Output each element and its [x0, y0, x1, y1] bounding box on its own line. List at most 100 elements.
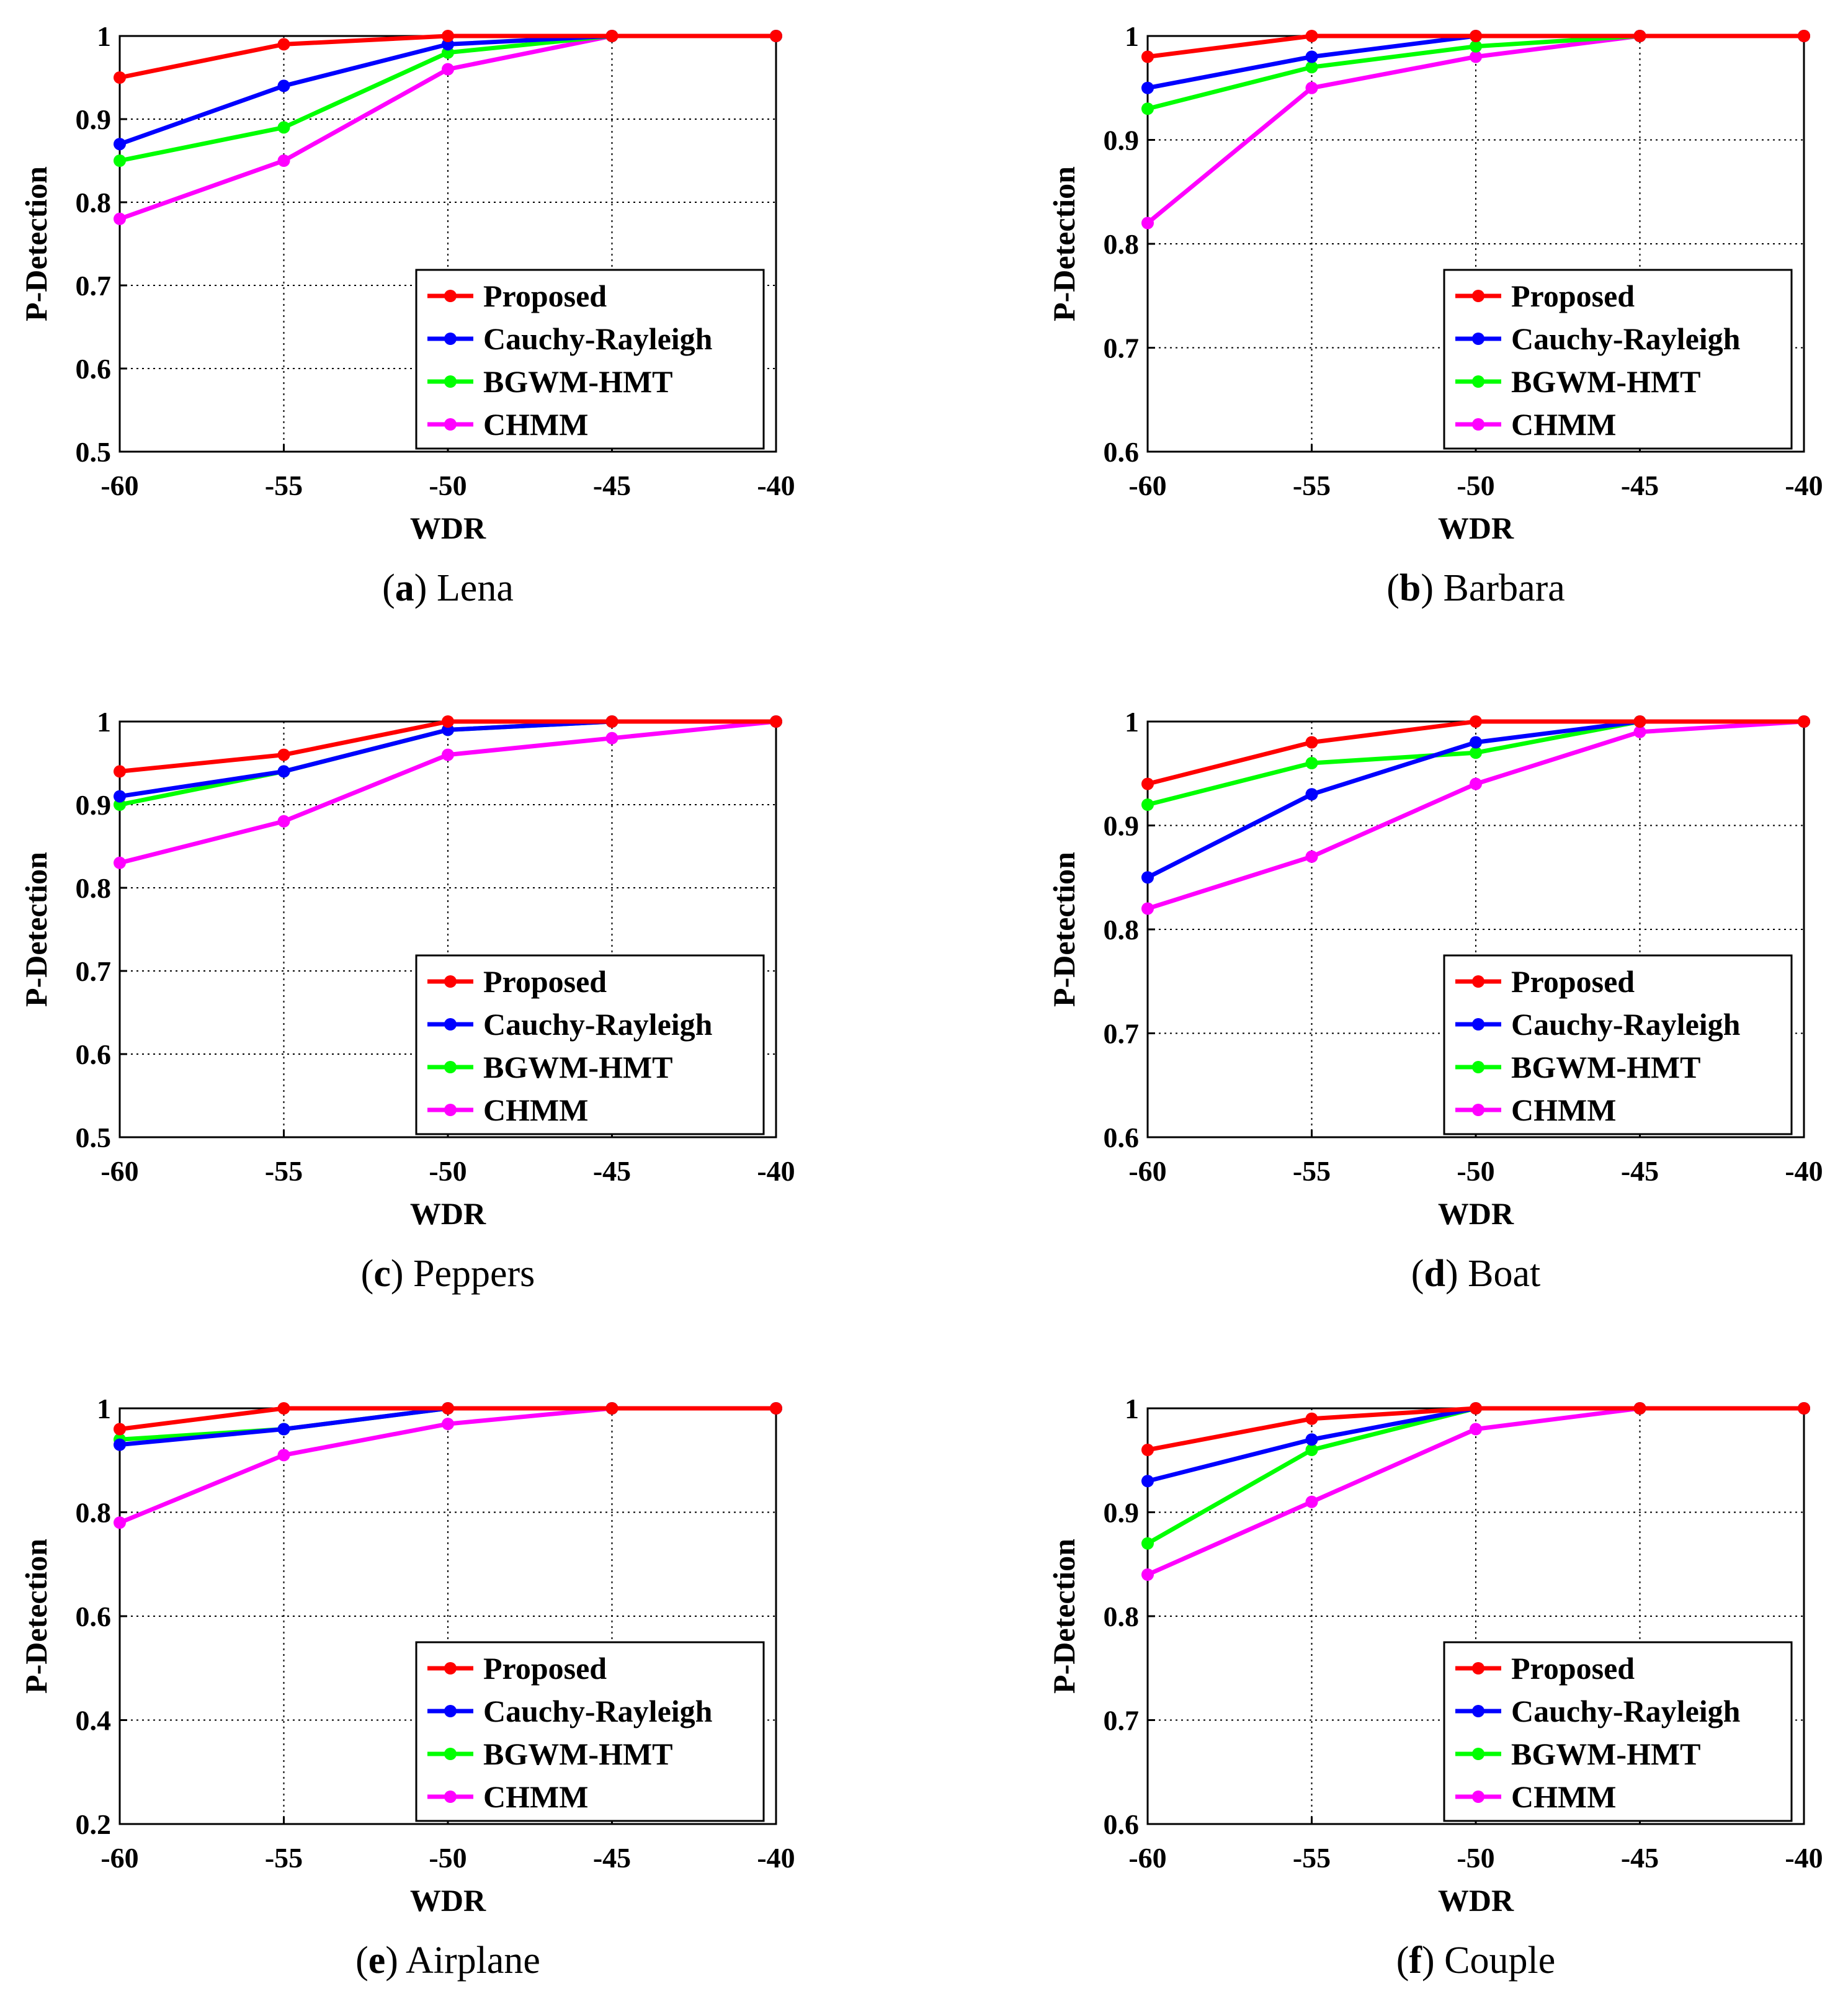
data-point: [1305, 1412, 1318, 1425]
legend-swatch-marker: [444, 333, 457, 345]
x-tick-label: -45: [1621, 1842, 1659, 1874]
data-point: [1305, 850, 1318, 863]
data-point: [1141, 777, 1154, 790]
y-axis-label: P-Detection: [19, 166, 53, 321]
data-point: [114, 790, 126, 803]
chart-peppers: 0.5 0.6 0.7 0.8 0.9 1 -60 -55 -50 -45 -40 WDR P-Dete…: [19, 706, 795, 1295]
y-tick-label: 0.9: [76, 104, 112, 135]
data-point: [442, 1418, 454, 1431]
x-tick-label: -50: [429, 1842, 466, 1874]
caption-name: Airplane: [406, 1939, 540, 1982]
x-tick-label: -55: [1293, 1842, 1331, 1874]
legend-entry: Proposed: [1511, 964, 1635, 999]
y-tick-label: 0.6: [1104, 436, 1140, 468]
y-tick-label: 0.8: [76, 872, 112, 904]
data-point: [277, 121, 290, 134]
legend: Proposed Cauchy-Rayleigh BGWM-HMT CHMM: [1443, 269, 1793, 450]
y-tick-label: 0.5: [76, 436, 112, 468]
data-point: [605, 1402, 618, 1415]
data-point: [1470, 746, 1482, 759]
data-point: [1141, 1444, 1154, 1456]
data-point: [605, 731, 618, 744]
panel-caption: (c) Peppers: [361, 1253, 535, 1295]
caption-letter: c: [373, 1253, 391, 1295]
legend-box: [1443, 1641, 1793, 1822]
legend-swatch-marker: [444, 1104, 457, 1116]
data-point: [1305, 81, 1318, 94]
y-tick-label: 0.8: [1104, 1601, 1140, 1632]
legend-swatch-marker: [444, 1662, 457, 1674]
x-axis-label: WDR: [1438, 511, 1514, 545]
data-point: [1141, 1537, 1154, 1550]
data-point: [1141, 1475, 1154, 1488]
data-point: [1470, 736, 1482, 749]
x-tick-label: -55: [1293, 1155, 1331, 1187]
data-point: [1305, 788, 1318, 801]
legend-swatch-marker: [444, 375, 457, 388]
data-point: [277, 1423, 290, 1436]
data-point: [277, 765, 290, 778]
data-point: [1305, 61, 1318, 74]
y-tick-label: 0.6: [76, 1601, 112, 1632]
data-point: [770, 715, 782, 728]
caption-name: Peppers: [413, 1253, 535, 1295]
y-tick-label: 0.9: [1104, 1497, 1140, 1529]
data-point: [442, 715, 454, 728]
legend-entry: CHMM: [483, 1779, 588, 1814]
panel-caption: (d) Boat: [1411, 1253, 1540, 1295]
legend-swatch-marker: [444, 1748, 457, 1760]
legend-entry: Proposed: [483, 279, 607, 313]
legend-entry: BGWM-HMT: [483, 1737, 673, 1771]
legend-entry: Proposed: [483, 964, 607, 999]
data-point: [605, 30, 618, 42]
chart-lena: 0.5 0.6 0.7 0.8 0.9 1 -60 -55 -50 -45 -40 WDR P-Dete…: [19, 20, 795, 609]
y-tick-label: 0.8: [76, 187, 112, 218]
data-point: [277, 38, 290, 51]
data-point: [1470, 1402, 1482, 1415]
x-axis-label: WDR: [1438, 1883, 1514, 1918]
data-point: [1470, 1423, 1482, 1436]
data-point: [605, 715, 618, 728]
legend-swatch-marker: [1472, 333, 1484, 345]
caption-letter: f: [1409, 1939, 1422, 1982]
data-point: [114, 1423, 126, 1436]
legend: Proposed Cauchy-Rayleigh BGWM-HMT CHMM: [415, 269, 765, 450]
x-tick-label: -55: [1293, 470, 1331, 501]
data-point: [114, 1516, 126, 1529]
data-point: [114, 138, 126, 151]
x-tick-label: -50: [429, 470, 466, 501]
data-point: [1798, 1402, 1810, 1415]
y-tick-label: 0.5: [76, 1122, 112, 1153]
data-point: [277, 79, 290, 92]
legend-entry: BGWM-HMT: [483, 364, 673, 399]
caption-letter: e: [368, 1939, 386, 1982]
legend-entry: Proposed: [1511, 1651, 1635, 1686]
legend-box: [1443, 954, 1793, 1135]
x-axis-label: WDR: [410, 1883, 486, 1918]
legend-entry: BGWM-HMT: [1511, 1737, 1701, 1771]
legend-swatch-marker: [1472, 1104, 1484, 1116]
data-point: [114, 765, 126, 778]
legend-entry: Cauchy-Rayleigh: [483, 321, 713, 356]
legend-entry: Cauchy-Rayleigh: [1511, 1007, 1741, 1042]
legend-entry: BGWM-HMT: [483, 1050, 673, 1084]
legend-entry: CHMM: [1511, 407, 1616, 442]
legend-entry: CHMM: [483, 407, 588, 442]
legend-swatch-marker: [444, 1705, 457, 1717]
y-axis-label: P-Detection: [1047, 166, 1081, 321]
data-point: [1305, 1433, 1318, 1446]
caption-name: Couple: [1444, 1939, 1555, 1982]
x-tick-label: -45: [593, 470, 631, 501]
y-tick-label: 0.7: [1104, 1018, 1140, 1050]
y-axis-label: P-Detection: [19, 852, 53, 1007]
caption-paren-open: (: [1411, 1253, 1424, 1295]
data-point: [1141, 217, 1154, 230]
legend-swatch-marker: [1472, 375, 1484, 388]
legend-swatch-marker: [444, 418, 457, 431]
y-tick-label: 0.8: [76, 1497, 112, 1529]
y-tick-label: 0.6: [76, 1039, 112, 1070]
legend-swatch-marker: [444, 1791, 457, 1803]
data-point: [1305, 30, 1318, 42]
x-tick-label: -60: [1128, 1842, 1166, 1874]
